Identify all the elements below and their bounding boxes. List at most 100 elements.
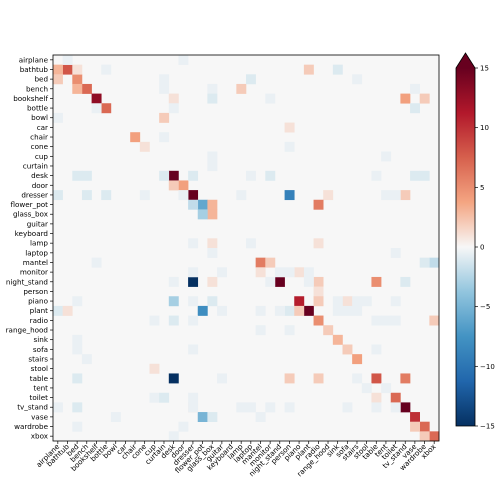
colorbar-tick-label: −10 <box>480 363 495 371</box>
heatmap-cell <box>236 402 247 413</box>
heatmap-cell <box>72 402 83 413</box>
heatmap-cell <box>197 199 208 210</box>
y-tick-label: stairs <box>28 354 48 363</box>
heatmap-cell <box>62 55 73 65</box>
y-tick-label: night_stand <box>6 277 48 286</box>
plot-frame <box>52 54 440 442</box>
heatmap-cell <box>72 170 83 181</box>
heatmap-cell <box>72 83 83 94</box>
heatmap-cell <box>72 421 83 432</box>
heatmap-cell <box>255 257 266 268</box>
heatmap-cell <box>352 296 363 307</box>
heatmap-cell <box>352 373 363 384</box>
heatmap-cell <box>72 64 83 75</box>
heatmap-cell <box>400 93 411 104</box>
heatmap-cell <box>371 344 382 355</box>
y-tick-label: airplane <box>19 55 49 64</box>
heatmap-cell <box>130 132 141 143</box>
y-tick-label: car <box>37 123 48 132</box>
y-tick-label: bed <box>34 75 48 84</box>
heatmap-cell <box>62 64 73 75</box>
y-tick-label: vase <box>31 412 48 421</box>
heatmap-cell <box>255 267 266 278</box>
heatmap-cell <box>381 190 392 201</box>
heatmap-cell <box>101 103 112 114</box>
heatmap-cell <box>168 373 179 384</box>
heatmap-cell <box>410 412 420 422</box>
heatmap-cell <box>53 74 63 85</box>
heatmap-cell <box>188 296 199 307</box>
heatmap-cell <box>361 383 372 394</box>
y-tick-label: keyboard <box>15 229 48 238</box>
heatmap-cell <box>149 315 160 326</box>
heatmap-cell <box>188 344 199 355</box>
heatmap-cell <box>390 315 401 326</box>
y-tick-label: plant <box>30 306 49 315</box>
y-tick-label: tv_stand <box>17 403 48 412</box>
heatmap-cell <box>207 161 218 172</box>
heatmap-cell <box>246 402 256 413</box>
heatmap-cell <box>168 103 179 114</box>
heatmap-cell <box>246 74 256 85</box>
heatmap-cell <box>188 315 199 326</box>
y-tick-label: radio <box>30 316 48 325</box>
y-tick-label: desk <box>31 171 49 180</box>
heatmap-cell <box>72 334 83 345</box>
heatmap-cell <box>313 296 324 307</box>
heatmap-cell <box>207 238 218 249</box>
heatmap-cell <box>381 151 392 162</box>
heatmap-cell <box>168 180 179 191</box>
heatmap-cell <box>284 325 295 336</box>
heatmap-cell <box>400 276 411 287</box>
heatmap-cell <box>371 373 382 384</box>
y-tick-label: dresser <box>21 190 48 199</box>
heatmap-cell <box>217 305 227 316</box>
colorbar-gradient <box>456 68 475 426</box>
heatmap-cell <box>255 305 266 316</box>
heatmap-cell <box>246 238 256 249</box>
heatmap-cell <box>419 257 430 268</box>
y-tick-label: xbox <box>31 432 49 441</box>
heatmap-cell <box>284 402 295 413</box>
y-tick-label: sink <box>34 335 49 344</box>
y-tick-label: lamp <box>30 239 48 248</box>
heatmap-cell <box>332 296 343 307</box>
colorbar-tick-label: 0 <box>480 244 484 252</box>
heatmap-cell <box>274 267 285 278</box>
heatmap-cell <box>139 141 150 152</box>
heatmap-cell <box>429 257 440 268</box>
y-tick-label: piano <box>28 297 48 306</box>
heatmap-cell <box>410 421 420 432</box>
heatmap-cell <box>81 170 92 181</box>
heatmap-cell <box>101 64 112 75</box>
heatmap-cell <box>332 305 343 316</box>
heatmap-cell <box>284 141 295 152</box>
y-tick-label: flower_pot <box>10 200 48 209</box>
heatmap-cell <box>371 402 382 413</box>
heatmap-cell <box>419 170 430 181</box>
heatmap-cell <box>207 93 218 104</box>
heatmap-cell <box>342 402 353 413</box>
heatmap-cell <box>265 276 276 287</box>
y-tick-label: monitor <box>20 268 48 277</box>
heatmap-cell <box>159 83 170 94</box>
heatmap-cell <box>110 412 121 422</box>
colorbar: −15 −10 −5 0 5 10 15 <box>455 52 495 431</box>
heatmap-cell <box>352 354 363 365</box>
heatmap-cell <box>352 74 363 85</box>
heatmap-cell <box>284 122 295 133</box>
heatmap-cell <box>207 199 218 210</box>
heatmap-cell <box>188 402 199 413</box>
heatmap-cell <box>188 170 199 181</box>
heatmap-cell <box>168 296 179 307</box>
x-axis-ticks: airplanebathtubbedbenchbookshelfbottlebo… <box>34 441 438 478</box>
heatmap-cell <box>72 296 83 307</box>
y-tick-label: person <box>23 287 48 296</box>
heatmap-cell <box>159 112 170 123</box>
heatmap-cell <box>342 296 353 307</box>
heatmap-cell <box>274 276 285 287</box>
heatmap-cell <box>178 190 189 201</box>
heatmap-cell <box>265 170 276 181</box>
heatmap-cell <box>342 305 353 316</box>
colorbar-tick-label: −15 <box>480 423 495 431</box>
